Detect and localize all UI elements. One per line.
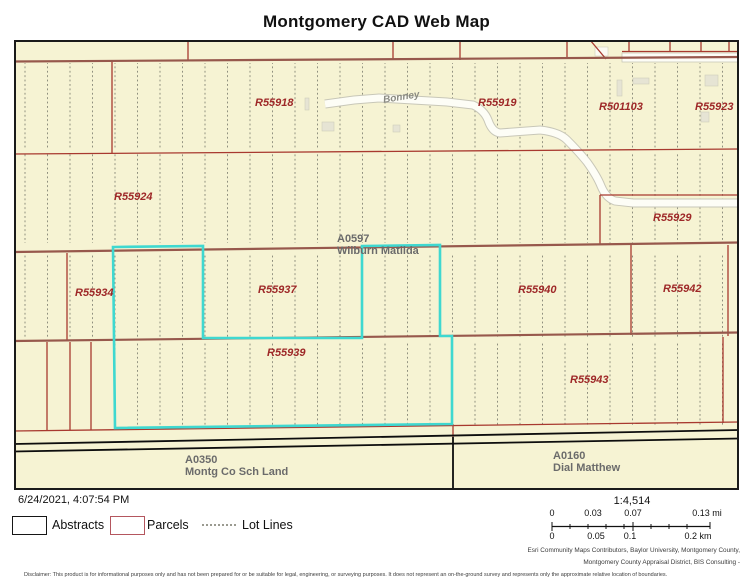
bonney-road <box>324 93 739 208</box>
km-tick: 0.1 <box>623 531 637 541</box>
scale-bar <box>551 522 711 531</box>
parcel-label: R55924 <box>114 191 153 203</box>
disclaimer-text: Disclaimer: This product is for informat… <box>24 572 668 578</box>
legend-lot-lines-label: Lot Lines <box>242 518 293 532</box>
abstract-label: A0350 Montg Co Sch Land <box>185 454 288 478</box>
km-tick: 0 <box>549 531 555 541</box>
boundary-lines <box>14 55 739 343</box>
abstract-label: A0160 Dial Matthew <box>553 450 620 474</box>
map-drawing <box>14 40 739 490</box>
abstract-owner: Montg Co Sch Land <box>185 466 289 478</box>
export-timestamp: 6/24/2021, 4:07:54 PM <box>18 494 130 506</box>
parcel-label: R55943 <box>570 374 609 386</box>
mi-tick: 0.13 mi <box>692 508 722 518</box>
parcel-label: R55923 <box>695 101 734 113</box>
parcel-label: R501103 <box>599 101 643 113</box>
map-frame <box>14 40 739 490</box>
abstract-owner: Dial Matthew <box>553 462 621 474</box>
parcel-label: R55942 <box>663 283 702 295</box>
parcel-label: R55919 <box>478 97 517 109</box>
abstract-label: A0597 Wilburn Matilda <box>337 233 419 257</box>
legend-parcels-swatch <box>110 516 145 535</box>
abstract-owner: Wilburn Matilda <box>337 245 419 257</box>
building-footprints <box>304 46 719 133</box>
abstract-id: A0350 <box>185 454 218 466</box>
page-title: Montgomery CAD Web Map <box>263 12 490 31</box>
km-tick: 0.05 <box>587 531 605 541</box>
abstract-id: A0160 <box>553 450 586 462</box>
parcel-label: R55934 <box>75 287 114 299</box>
selected-parcel-outline <box>111 243 454 430</box>
km-tick: 0.2 km <box>684 531 712 541</box>
parcel-label: R55939 <box>267 347 306 359</box>
parcel-label: R55940 <box>518 284 557 296</box>
abstract-id: A0597 <box>337 233 370 245</box>
legend-abstracts-label: Abstracts <box>52 518 105 532</box>
parcel-label: R55929 <box>653 212 692 224</box>
mi-tick: 0.03 <box>584 508 602 518</box>
attribution-line: Esri Community Maps Contributors, Baylor… <box>527 547 741 554</box>
legend-parcels-label: Parcels <box>147 518 189 532</box>
parcel-label: R55937 <box>258 284 297 296</box>
mi-tick: 0 <box>549 508 555 518</box>
legend-lot-lines-swatch <box>202 524 236 526</box>
legend-abstracts-swatch <box>12 516 47 535</box>
abstract-lines <box>14 429 739 490</box>
attribution-line: Montgomery County Appraisal District, BI… <box>583 559 740 566</box>
map-canvas: R55918 R55919 R501103 R55923 R55924 R559… <box>14 40 739 490</box>
scale-ratio: 1:4,514 <box>613 495 651 507</box>
mi-tick: 0.07 <box>624 508 642 518</box>
parcel-label: R55918 <box>255 97 294 109</box>
